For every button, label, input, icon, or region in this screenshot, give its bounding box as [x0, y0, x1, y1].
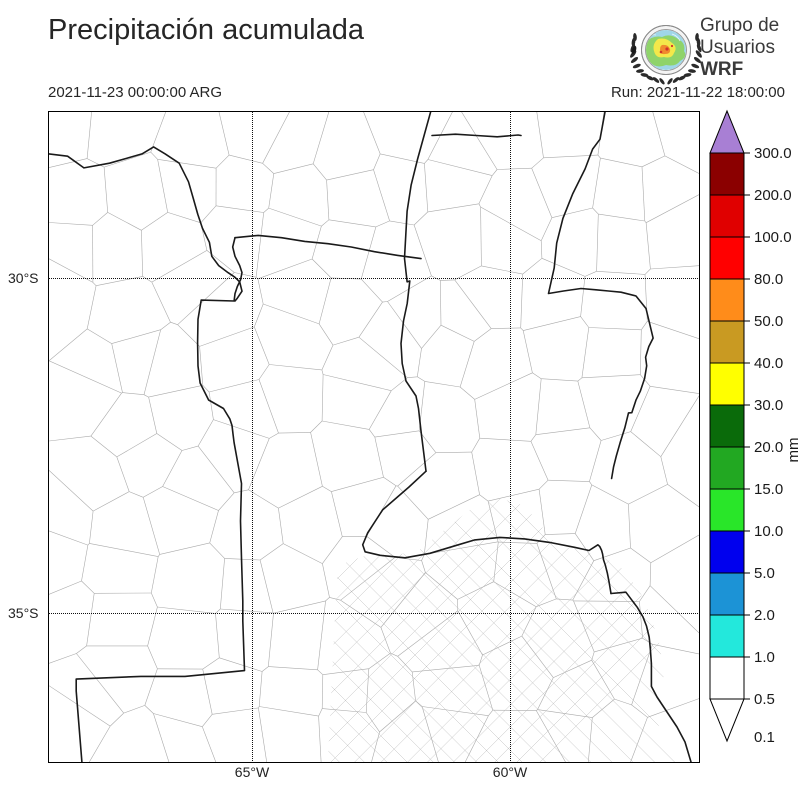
- svg-text:80.0: 80.0: [754, 271, 783, 288]
- svg-text:100.0: 100.0: [754, 229, 792, 246]
- svg-text:40.0: 40.0: [754, 355, 783, 372]
- svg-text:200.0: 200.0: [754, 187, 792, 204]
- svg-text:20.0: 20.0: [754, 439, 783, 456]
- svg-text:2.0: 2.0: [754, 607, 775, 624]
- svg-text:1.0: 1.0: [754, 649, 775, 666]
- svg-text:15.0: 15.0: [754, 481, 783, 498]
- svg-text:300.0: 300.0: [754, 145, 792, 162]
- svg-text:mm: mm: [785, 438, 800, 463]
- svg-text:0.1: 0.1: [754, 729, 775, 746]
- svg-text:30.0: 30.0: [754, 397, 783, 414]
- svg-text:0.5: 0.5: [754, 691, 775, 708]
- svg-text:50.0: 50.0: [754, 313, 783, 330]
- svg-text:10.0: 10.0: [754, 523, 783, 540]
- svg-text:5.0: 5.0: [754, 565, 775, 582]
